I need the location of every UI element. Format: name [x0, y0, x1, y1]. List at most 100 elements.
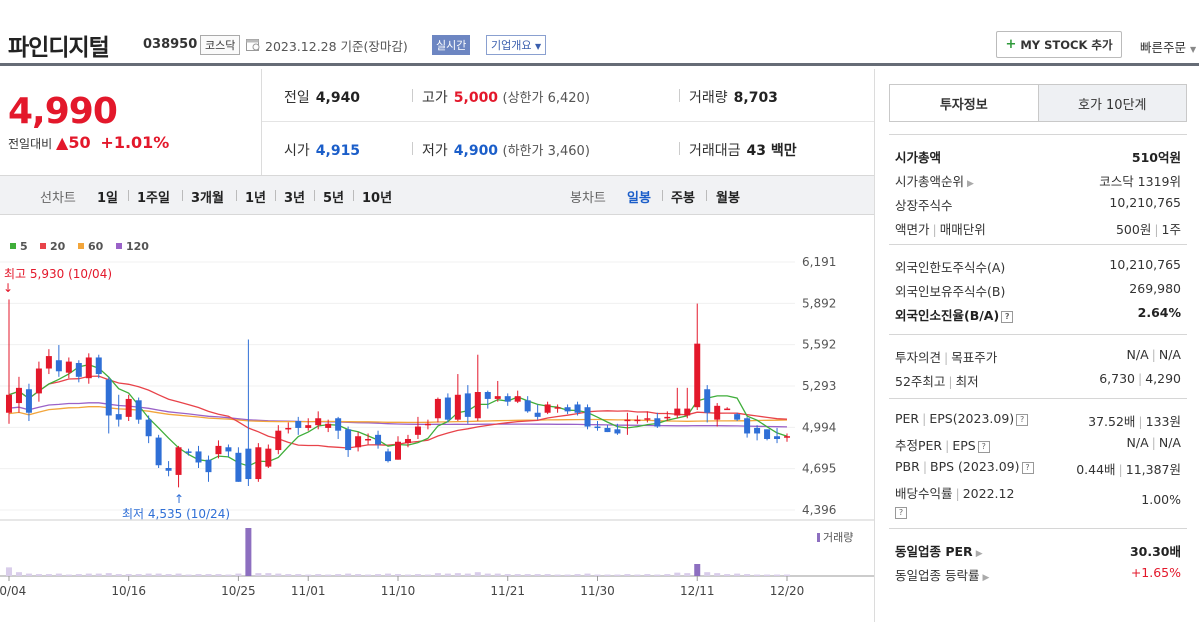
candle-body	[564, 407, 571, 412]
volume-bar	[644, 574, 651, 576]
candle-body	[75, 362, 82, 377]
help-icon[interactable]: ?	[1021, 462, 1034, 474]
legend-swatch	[40, 243, 46, 249]
volume-legend-swatch	[817, 533, 820, 542]
candle-body	[474, 392, 481, 419]
volume-bar	[594, 574, 601, 576]
info-value-text: 11,387원	[1125, 462, 1181, 477]
info-key[interactable]: 동일업종 등락률 ▶	[895, 565, 989, 584]
open-value: 4,915	[315, 143, 361, 159]
help-icon[interactable]: ?	[1001, 311, 1014, 323]
amount-value: 43 백만	[746, 143, 797, 159]
info-key-text: 배당수익률	[895, 486, 953, 501]
volume-bar	[355, 574, 362, 576]
candle-body	[255, 447, 262, 480]
volume-bar	[265, 573, 272, 576]
volume-bar	[325, 574, 332, 576]
legend-swatch	[116, 243, 122, 249]
panel-tabs: 투자정보 호가 10단계	[889, 84, 1187, 122]
candle-body	[584, 407, 591, 427]
candle-body	[744, 418, 751, 434]
info-value-text: 코스닥 1319위	[1099, 174, 1181, 189]
info-row: 동일업종 PER ▶ 30.30배	[889, 537, 1187, 561]
candle-body	[105, 379, 112, 416]
info-row: 투자의견 | 목표주가 N/A | N/A	[889, 343, 1187, 367]
info-value-text: 37.52배	[1088, 414, 1136, 429]
info-row: 외국인한도주식수(A) 10,210,765	[889, 253, 1187, 277]
volume-bar	[694, 564, 701, 576]
info-key-text: 시가총액순위	[895, 174, 965, 189]
volume-bar	[115, 574, 122, 576]
x-tick-label: 10/25	[221, 584, 256, 598]
info-key-text: 시가총액	[895, 150, 942, 165]
period-3y[interactable]: 3년	[284, 191, 306, 206]
my-stock-add-button[interactable]: + MY STOCK 추가	[996, 31, 1122, 58]
corp-info-dropdown[interactable]: 기업개요 ▼	[486, 35, 547, 55]
candle-body	[295, 421, 302, 428]
info-key-text: 액면가	[895, 222, 930, 237]
info-row: 동일업종 등락률 ▶ +1.65%	[889, 561, 1187, 585]
candle-body	[784, 436, 791, 438]
chevron-right-icon: ▶	[975, 549, 983, 559]
info-key-text: 최저	[955, 374, 979, 389]
chevron-down-icon: ▼	[534, 42, 542, 51]
period-1y[interactable]: 1년	[245, 191, 267, 206]
candle-daily[interactable]: 일봉	[627, 191, 651, 206]
candle-body	[65, 361, 72, 373]
candle-monthly[interactable]: 월봉	[716, 191, 740, 206]
high-label: 고가	[422, 90, 448, 106]
candle-body	[634, 419, 641, 422]
info-key: 투자의견 | 목표주가	[895, 347, 997, 366]
divider	[706, 190, 707, 201]
foreign-holdings-group: 외국인한도주식수(A) 10,210,765 외국인보유주식수(B) 269,980 외…	[889, 244, 1187, 325]
volume-bar	[654, 574, 661, 576]
volume-bar	[255, 573, 262, 576]
help-icon[interactable]: ?	[977, 441, 990, 453]
price-info-row: 전일 4,940 고가 5,000 (상한가 6,420) 거래량 8,703	[262, 69, 874, 122]
help-icon[interactable]: ?	[895, 507, 907, 519]
info-key: 액면가 | 매매단위	[895, 219, 986, 238]
info-value: 510억원	[1132, 147, 1181, 166]
volume-bar	[704, 572, 711, 576]
prev-label: 전일	[284, 90, 310, 106]
candle-body	[215, 445, 222, 455]
info-value: 코스닥 1319위	[1099, 171, 1181, 190]
period-10y[interactable]: 10년	[362, 191, 393, 206]
volume-bar	[295, 574, 302, 576]
up-arrow-icon: ↑	[174, 492, 184, 506]
period-1w[interactable]: 1주일	[137, 191, 170, 206]
price-chart[interactable]: 6,191 5,892 5,592 5,293 4,994 4,695 4,396 5 20 60…	[0, 215, 874, 622]
candle-body	[464, 393, 471, 417]
period-5y[interactable]: 5년	[323, 191, 345, 206]
info-value: 269,980	[1129, 281, 1181, 296]
upper-limit: (상한가 6,420)	[502, 91, 590, 106]
period-3m[interactable]: 3개월	[191, 191, 224, 206]
volume-bar	[744, 574, 751, 576]
tab-order-book[interactable]: 호가 10단계	[1038, 85, 1186, 121]
info-value: 37.52배 | 133원	[1088, 411, 1181, 430]
candle-body	[624, 419, 631, 422]
info-key[interactable]: 시가총액순위 ▶	[895, 171, 974, 190]
candle-weekly[interactable]: 주봉	[671, 191, 695, 206]
info-key[interactable]: 동일업종 PER ▶	[895, 541, 983, 560]
info-value-text: N/A	[1126, 347, 1149, 362]
realtime-button[interactable]: 실시간	[432, 35, 471, 55]
help-icon[interactable]: ?	[1016, 414, 1029, 426]
volume-label: 거래량	[823, 531, 853, 544]
candle-body	[85, 357, 92, 379]
current-price-box: 4,990 전일대비 ▲50 +1.01%	[0, 69, 262, 175]
chevron-right-icon: ▶	[982, 573, 990, 583]
volume-bar	[624, 574, 631, 576]
volume-bar	[145, 573, 152, 576]
volume-bar	[125, 574, 132, 576]
candle-body	[704, 389, 711, 413]
tab-investment-info[interactable]: 투자정보	[890, 85, 1039, 121]
quick-order-menu[interactable]: 빠른주문 ▼	[1140, 37, 1196, 56]
info-value: 10,210,765	[1109, 195, 1181, 210]
divider	[236, 190, 237, 201]
candle-body	[504, 396, 511, 402]
period-1d[interactable]: 1일	[97, 191, 119, 206]
price-info-table: 전일 4,940 고가 5,000 (상한가 6,420) 거래량 8,703 시가 4…	[262, 69, 874, 175]
candle-body	[424, 423, 431, 426]
candle-body	[664, 416, 671, 419]
